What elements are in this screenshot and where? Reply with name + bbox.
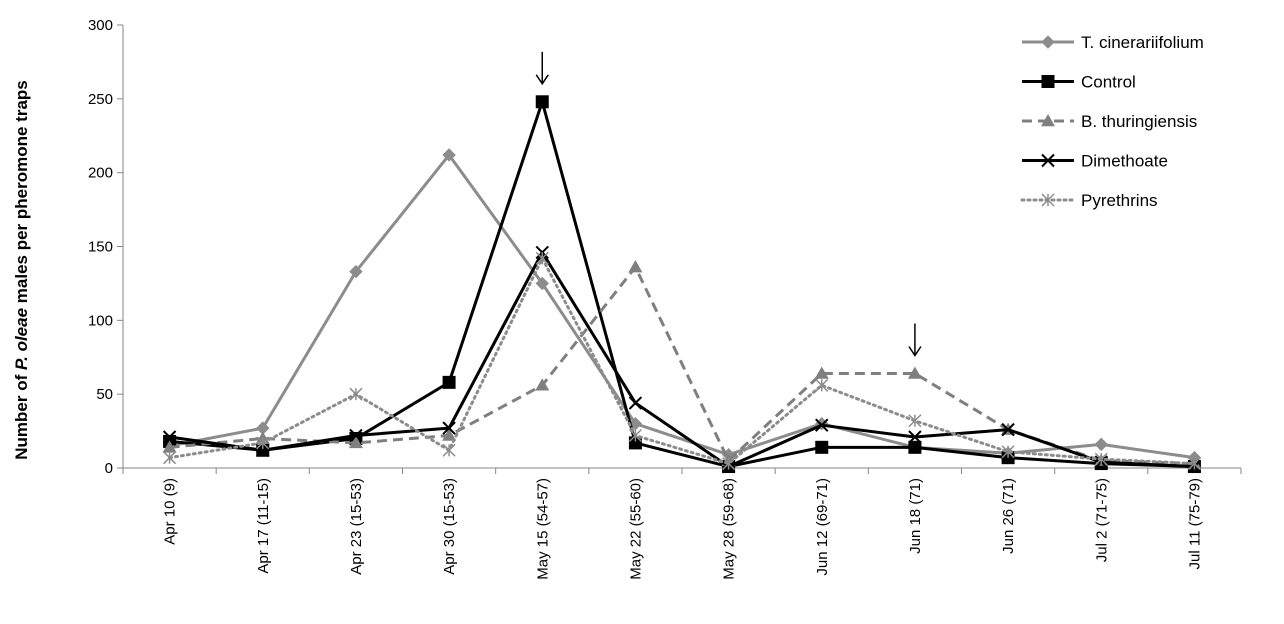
legend-label: B. thuringiensis	[1081, 112, 1197, 131]
data-point	[535, 276, 549, 291]
legend-marker	[1041, 75, 1055, 88]
y-tick-label: 100	[88, 312, 113, 329]
legend-item: Pyrethrins	[1020, 191, 1158, 210]
y-axis-title-part: Number of	[12, 370, 31, 460]
x-tick-label: Apr 30 (15-53)	[441, 478, 458, 575]
data-point	[162, 430, 177, 444]
legend-label: Dimethoate	[1081, 152, 1168, 171]
data-point	[814, 366, 829, 379]
data-point	[1001, 445, 1015, 459]
data-point	[908, 430, 922, 444]
data-point	[628, 396, 643, 410]
y-tick-label: 0	[105, 460, 113, 477]
data-point	[535, 378, 550, 391]
y-tick-label: 150	[88, 239, 113, 256]
data-point	[535, 251, 549, 265]
data-point	[442, 428, 457, 441]
data-point	[348, 435, 363, 449]
y-axis-title-part: P. oleae	[12, 308, 31, 370]
y-tick-label: 200	[88, 165, 113, 182]
y-tick-label: 300	[88, 17, 113, 34]
series-line	[168, 256, 1196, 466]
x-tick-label: May 28 (59-68)	[721, 478, 738, 580]
data-point	[1094, 452, 1108, 466]
down-arrow-icon	[908, 323, 922, 357]
legend-label: T. cinerariifolium	[1081, 33, 1204, 52]
y-tick-label: 50	[96, 386, 113, 403]
x-tick-label: Jul 2 (71-75)	[1093, 478, 1110, 562]
legend-item: Dimethoate	[1022, 152, 1168, 171]
x-tick-label: May 22 (55-60)	[627, 478, 644, 580]
data-point	[907, 366, 922, 379]
legend-marker	[1041, 193, 1055, 207]
data-point	[442, 375, 456, 389]
data-point	[535, 95, 549, 109]
data-point	[1187, 457, 1201, 471]
series-line	[169, 250, 1195, 469]
series-b-thuringiensis	[162, 260, 1202, 469]
down-arrow-icon	[535, 51, 549, 86]
annotations	[535, 51, 922, 357]
data-point	[349, 264, 363, 279]
x-tick-label: Jun 18 (71)	[907, 478, 924, 554]
x-tick-label: Jun 26 (71)	[1000, 478, 1017, 554]
data-point	[442, 148, 456, 162]
data-point	[163, 451, 177, 465]
series-pyrethrins	[163, 251, 1201, 471]
y-axis-title: Number of P. oleae males per pheromone t…	[12, 80, 31, 460]
data-point	[815, 418, 829, 432]
y-tick-label: 250	[88, 91, 113, 108]
legend-label: Control	[1081, 73, 1136, 92]
data-point	[815, 378, 829, 392]
data-point	[908, 440, 922, 454]
data-point	[442, 443, 456, 457]
data-point	[908, 414, 922, 428]
data-point	[256, 436, 270, 450]
legend-item: Control	[1022, 73, 1136, 92]
data-point	[349, 428, 363, 443]
series-line	[169, 100, 1195, 469]
x-tick-label: Apr 10 (9)	[162, 478, 179, 545]
data-point	[349, 387, 363, 401]
legend-marker	[1041, 153, 1055, 168]
data-point	[628, 260, 643, 273]
data-point	[722, 457, 736, 471]
legend-item: B. thuringiensis	[1022, 112, 1197, 131]
series-control	[163, 95, 1201, 474]
x-tick-label: May 15 (54-57)	[534, 478, 551, 580]
legend-marker	[1041, 35, 1055, 49]
x-tick-label: Jul 11 (75-79)	[1186, 478, 1203, 569]
data-point	[628, 428, 642, 443]
x-tick-label: Apr 23 (15-53)	[348, 478, 365, 575]
legend: T. cinerariifolium Control B. thuringiensi…	[1020, 33, 1204, 210]
legend-marker	[1041, 114, 1055, 127]
data-point	[442, 421, 456, 435]
data-point	[1001, 422, 1015, 437]
legend-label: Pyrethrins	[1081, 191, 1158, 210]
data-point	[1094, 437, 1108, 452]
y-axis: 0 50 100 150 200 250 300	[88, 17, 124, 477]
legend-item: T. cinerariifolium	[1022, 33, 1204, 52]
y-axis-title-part: males per pheromone traps	[12, 80, 31, 308]
series-layer	[162, 95, 1202, 474]
data-point	[815, 440, 829, 454]
x-tick-label: Jun 12 (69-71)	[814, 478, 831, 576]
x-tick-label: Apr 17 (11-15)	[255, 478, 272, 574]
x-axis: Apr 10 (9) Apr 17 (11-15) Apr 23 (15-53) Ap…	[122, 467, 1242, 580]
data-point	[162, 440, 177, 453]
